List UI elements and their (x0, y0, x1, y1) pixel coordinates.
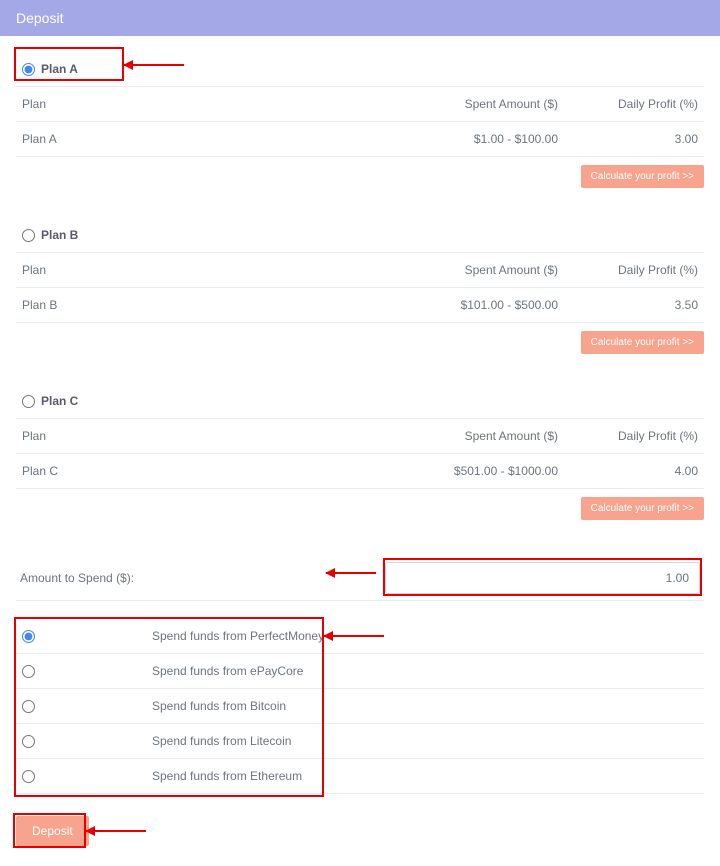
plan-radio-c[interactable] (22, 395, 35, 408)
calc-row: Calculate your profit >> (16, 323, 704, 354)
deposit-button-wrap: Deposit (16, 816, 704, 846)
payment-radio-1[interactable] (22, 665, 35, 678)
plan-radio-a[interactable] (22, 63, 35, 76)
table-row: Plan B $101.00 - $500.00 3.50 (16, 288, 704, 323)
calc-row: Calculate your profit >> (16, 157, 704, 188)
plan-block-b: Plan B Plan Spent Amount ($) Daily Profi… (16, 218, 704, 354)
payment-section: Spend funds from PerfectMoney Spend fund… (16, 619, 704, 794)
col-plan-header: Plan (22, 263, 398, 277)
payment-label: Spend funds from PerfectMoney (152, 629, 324, 643)
payment-label: Spend funds from ePayCore (152, 664, 303, 678)
col-spent-header: Spent Amount ($) (398, 263, 558, 277)
payment-radio-3[interactable] (22, 735, 35, 748)
payment-radio-0[interactable] (22, 630, 35, 643)
plan-table-b: Plan Spent Amount ($) Daily Profit (%) P… (16, 253, 704, 323)
plan-table-a: Plan Spent Amount ($) Daily Profit (%) P… (16, 87, 704, 157)
arrow-deposit (86, 830, 146, 832)
cell-plan: Plan B (22, 298, 398, 312)
plan-header-a[interactable]: Plan A (16, 52, 704, 87)
amount-input-wrap (385, 562, 700, 594)
amount-input[interactable] (385, 562, 700, 594)
col-profit-header: Daily Profit (%) (558, 429, 698, 443)
plan-name-a: Plan A (41, 62, 78, 76)
col-plan-header: Plan (22, 429, 398, 443)
calculate-profit-button[interactable]: Calculate your profit >> (581, 497, 704, 520)
plan-block-a: Plan A Plan Spent Amount ($) Daily Profi… (16, 52, 704, 188)
plan-header-b[interactable]: Plan B (16, 218, 704, 253)
payment-radio-2[interactable] (22, 700, 35, 713)
cell-profit: 4.00 (558, 464, 698, 478)
amount-section: Amount to Spend ($): (16, 550, 704, 601)
deposit-button[interactable]: Deposit (16, 816, 89, 846)
cell-profit: 3.00 (558, 132, 698, 146)
plan-block-c: Plan C Plan Spent Amount ($) Daily Profi… (16, 384, 704, 520)
payment-row[interactable]: Spend funds from PerfectMoney (16, 619, 704, 654)
table-row: Plan A $1.00 - $100.00 3.00 (16, 122, 704, 157)
payment-row[interactable]: Spend funds from Litecoin (16, 724, 704, 759)
cell-plan: Plan A (22, 132, 398, 146)
col-profit-header: Daily Profit (%) (558, 263, 698, 277)
page-title: Deposit (16, 10, 63, 26)
table-header-row: Plan Spent Amount ($) Daily Profit (%) (16, 419, 704, 454)
content: Plan A Plan Spent Amount ($) Daily Profi… (0, 36, 720, 866)
col-profit-header: Daily Profit (%) (558, 97, 698, 111)
plan-name-b: Plan B (41, 228, 78, 242)
col-plan-header: Plan (22, 97, 398, 111)
payment-label: Spend funds from Ethereum (152, 769, 302, 783)
plan-radio-b[interactable] (22, 229, 35, 242)
payment-row[interactable]: Spend funds from Bitcoin (16, 689, 704, 724)
plan-name-c: Plan C (41, 394, 78, 408)
table-header-row: Plan Spent Amount ($) Daily Profit (%) (16, 87, 704, 122)
table-row: Plan C $501.00 - $1000.00 4.00 (16, 454, 704, 489)
payment-row[interactable]: Spend funds from Ethereum (16, 759, 704, 794)
cell-spent: $101.00 - $500.00 (398, 298, 558, 312)
table-header-row: Plan Spent Amount ($) Daily Profit (%) (16, 253, 704, 288)
cell-profit: 3.50 (558, 298, 698, 312)
plan-table-c: Plan Spent Amount ($) Daily Profit (%) P… (16, 419, 704, 489)
calculate-profit-button[interactable]: Calculate your profit >> (581, 331, 704, 354)
page-header: Deposit (0, 0, 720, 36)
col-spent-header: Spent Amount ($) (398, 97, 558, 111)
cell-spent: $1.00 - $100.00 (398, 132, 558, 146)
plan-header-c[interactable]: Plan C (16, 384, 704, 419)
col-spent-header: Spent Amount ($) (398, 429, 558, 443)
payment-label: Spend funds from Bitcoin (152, 699, 286, 713)
calc-row: Calculate your profit >> (16, 489, 704, 520)
payment-row[interactable]: Spend funds from ePayCore (16, 654, 704, 689)
payment-radio-4[interactable] (22, 770, 35, 783)
cell-spent: $501.00 - $1000.00 (398, 464, 558, 478)
payment-label: Spend funds from Litecoin (152, 734, 291, 748)
calculate-profit-button[interactable]: Calculate your profit >> (581, 165, 704, 188)
cell-plan: Plan C (22, 464, 398, 478)
amount-label: Amount to Spend ($): (20, 571, 375, 585)
